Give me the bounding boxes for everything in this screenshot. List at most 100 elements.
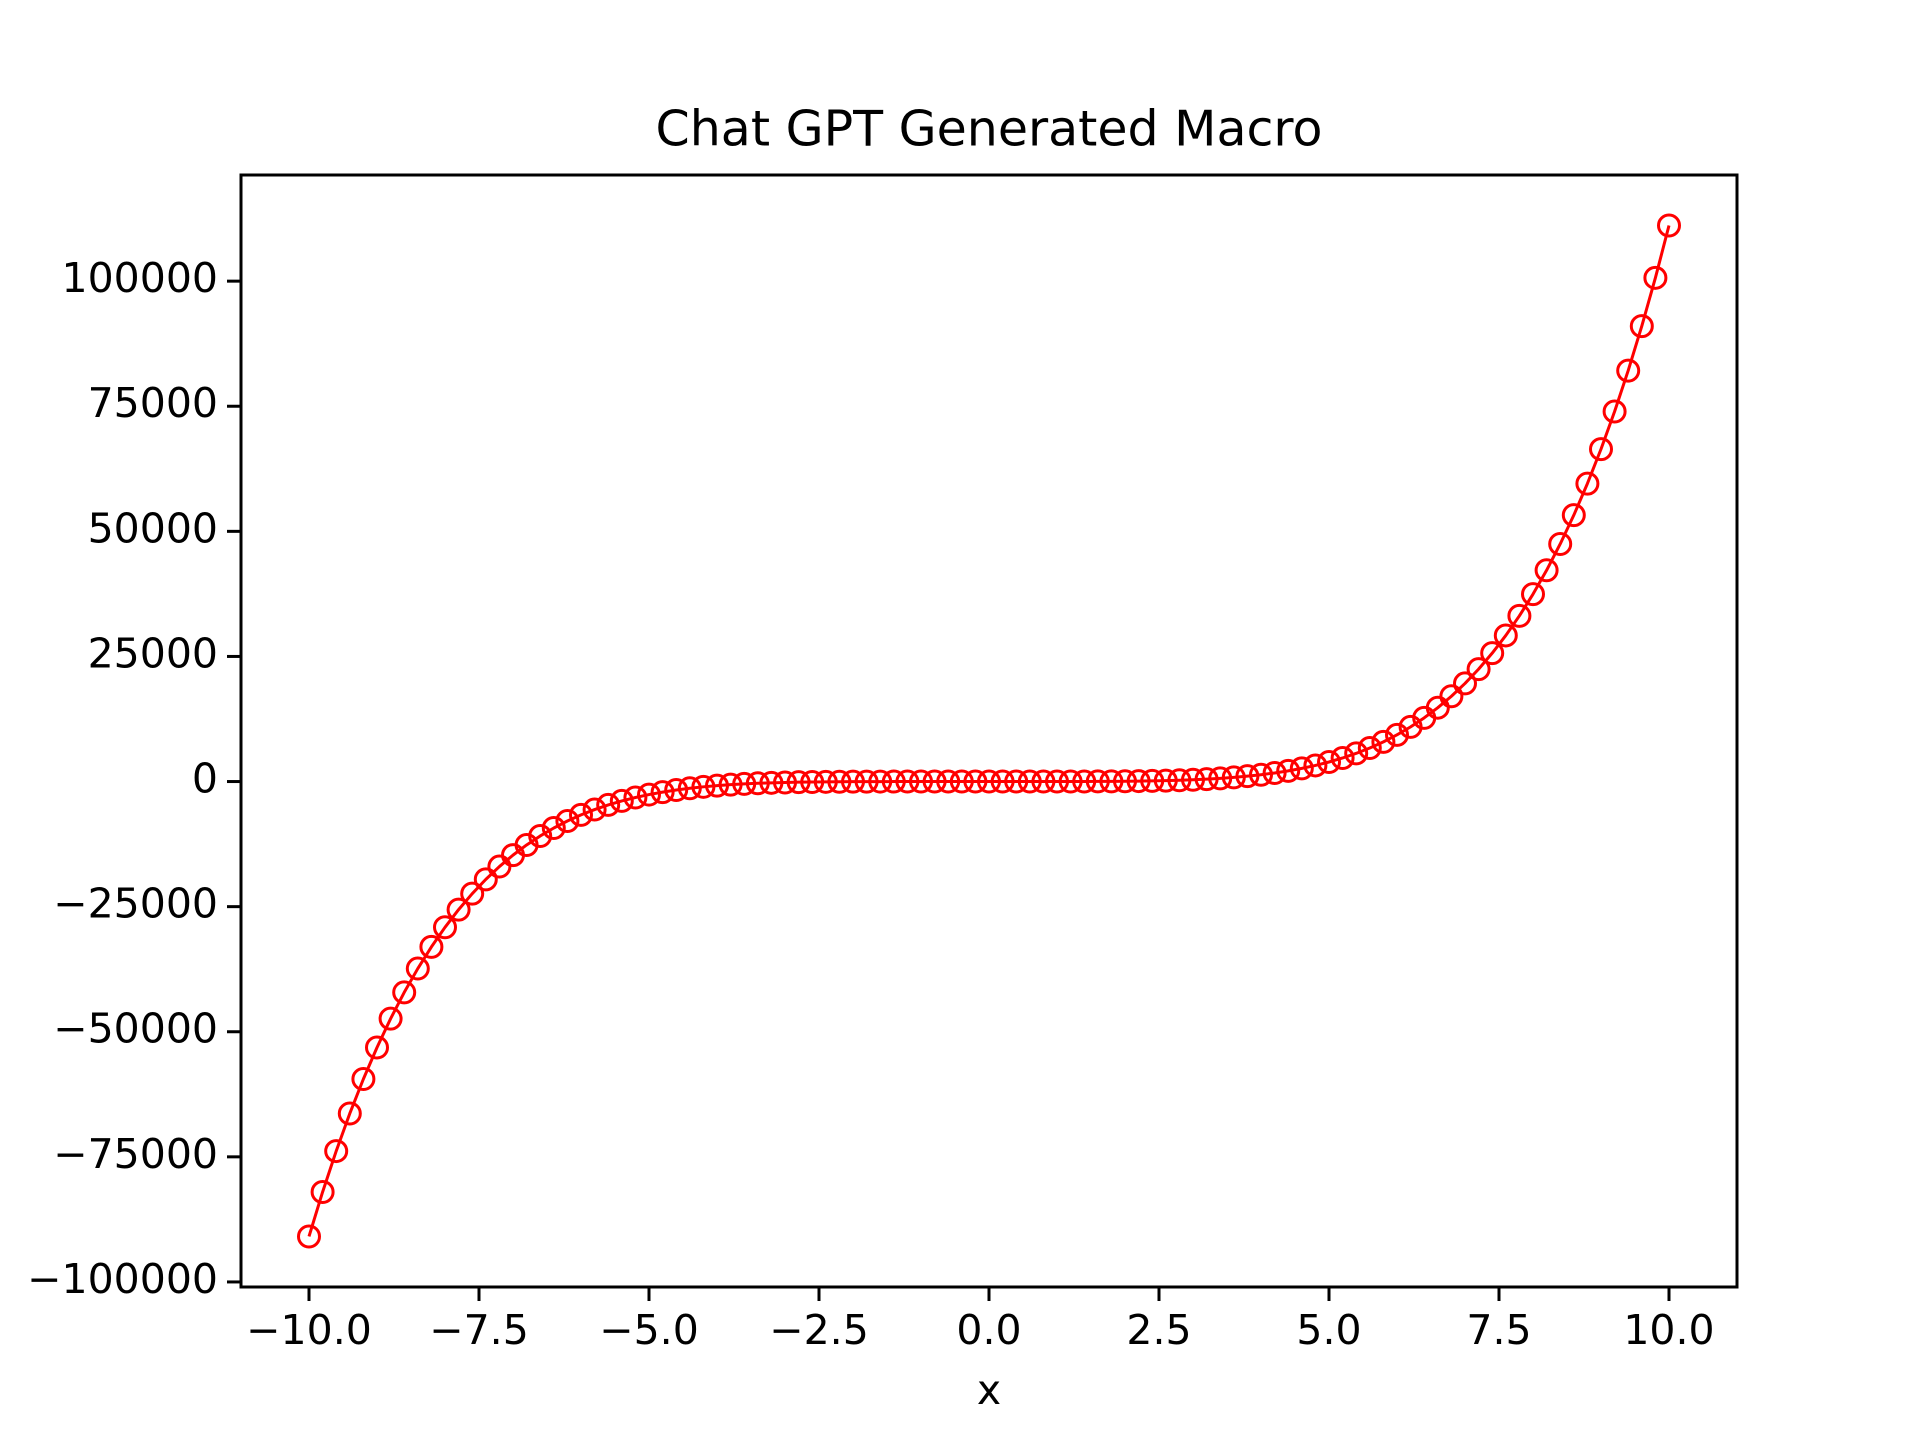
data-marker (392, 980, 417, 1005)
data-marker (1385, 722, 1409, 747)
data-marker (623, 785, 648, 810)
x-tick-label: 10.0 (1623, 1306, 1714, 1354)
data-marker (324, 1139, 349, 1164)
data-marker (1181, 767, 1205, 792)
data-marker (936, 769, 961, 794)
data-marker (1045, 769, 1069, 794)
data-marker (541, 816, 566, 841)
data-marker (1153, 768, 1178, 793)
data-marker (691, 774, 716, 799)
data-marker (977, 769, 1001, 794)
data-marker (337, 1101, 362, 1126)
data-marker (637, 782, 661, 807)
data-marker (1643, 265, 1668, 290)
data-marker (1276, 758, 1301, 783)
data-marker (800, 769, 825, 794)
data-marker (909, 769, 933, 794)
data-marker (297, 1224, 321, 1249)
data-marker (1357, 735, 1382, 760)
data-marker (841, 769, 865, 794)
data-marker (310, 1179, 335, 1204)
data-marker (1167, 768, 1192, 793)
data-marker (1031, 769, 1056, 794)
y-tick-label: 25000 (88, 629, 218, 677)
data-marker (1629, 314, 1654, 339)
y-tick-label: 0 (192, 755, 218, 803)
data-marker (1140, 768, 1165, 793)
data-marker (1208, 766, 1233, 791)
data-marker (1507, 603, 1532, 628)
data-marker (1004, 769, 1029, 794)
data-marker (1317, 749, 1341, 774)
data-marker (1126, 769, 1151, 794)
y-tick-label: −100000 (27, 1255, 218, 1303)
data-marker (1330, 745, 1355, 770)
y-tick-label: 100000 (61, 254, 218, 302)
y-tick-label: 50000 (88, 504, 218, 552)
data-marker (1480, 641, 1505, 666)
y-tick-label: −75000 (53, 1130, 218, 1178)
data-marker (922, 769, 947, 794)
data-marker (378, 1006, 403, 1031)
data-marker (745, 771, 770, 796)
data-marker (582, 797, 607, 822)
data-marker (718, 772, 743, 797)
data-marker (433, 915, 457, 940)
data-marker (1289, 756, 1314, 781)
x-tick-label: −10.0 (246, 1306, 372, 1354)
data-marker (1589, 437, 1613, 462)
data-marker (868, 769, 893, 794)
data-marker (473, 867, 498, 892)
data-marker (1371, 729, 1396, 754)
data-marker (759, 770, 784, 795)
data-marker (1616, 358, 1641, 383)
data-marker (1453, 671, 1477, 696)
data-marker (1521, 582, 1545, 607)
x-tick-label: −2.5 (769, 1306, 869, 1354)
data-marker (1439, 684, 1464, 709)
data-marker (1017, 769, 1042, 794)
data-marker (405, 956, 430, 981)
x-tick-label: −7.5 (429, 1306, 529, 1354)
data-marker (895, 769, 920, 794)
data-marker (460, 881, 485, 906)
data-marker (1493, 623, 1518, 648)
data-marker (609, 788, 634, 813)
data-marker (650, 780, 675, 805)
data-marker (1344, 741, 1369, 766)
data-marker (786, 770, 811, 795)
data-marker (1194, 767, 1219, 792)
data-marker (1249, 762, 1273, 787)
data-marker (1221, 765, 1246, 790)
data-marker (596, 792, 621, 817)
data-marker (528, 823, 553, 848)
y-tick-label: −50000 (53, 1005, 218, 1053)
data-marker (1262, 760, 1287, 785)
data-marker (569, 802, 593, 827)
data-marker (446, 897, 471, 922)
data-marker (1235, 764, 1260, 789)
data-marker (1058, 769, 1083, 794)
data-marker (1085, 769, 1110, 794)
data-marker (1072, 769, 1097, 794)
y-tick-label: −25000 (53, 880, 218, 928)
data-marker (1602, 399, 1627, 424)
x-tick-label: 2.5 (1126, 1306, 1191, 1354)
data-marker (419, 934, 444, 959)
data-marker (555, 809, 580, 834)
data-marker (881, 769, 906, 794)
data-marker (732, 771, 757, 796)
plot-frame (239, 173, 1739, 1289)
x-tick-label: 5.0 (1296, 1306, 1361, 1354)
data-marker (1113, 769, 1137, 794)
data-marker (1303, 753, 1328, 778)
data-marker (351, 1067, 376, 1092)
data-marker (963, 769, 988, 794)
data-marker (365, 1035, 389, 1060)
chart-title: Chat GPT Generated Macro (656, 101, 1323, 158)
data-marker (990, 769, 1015, 794)
data-marker (854, 769, 879, 794)
data-marker (664, 778, 689, 803)
